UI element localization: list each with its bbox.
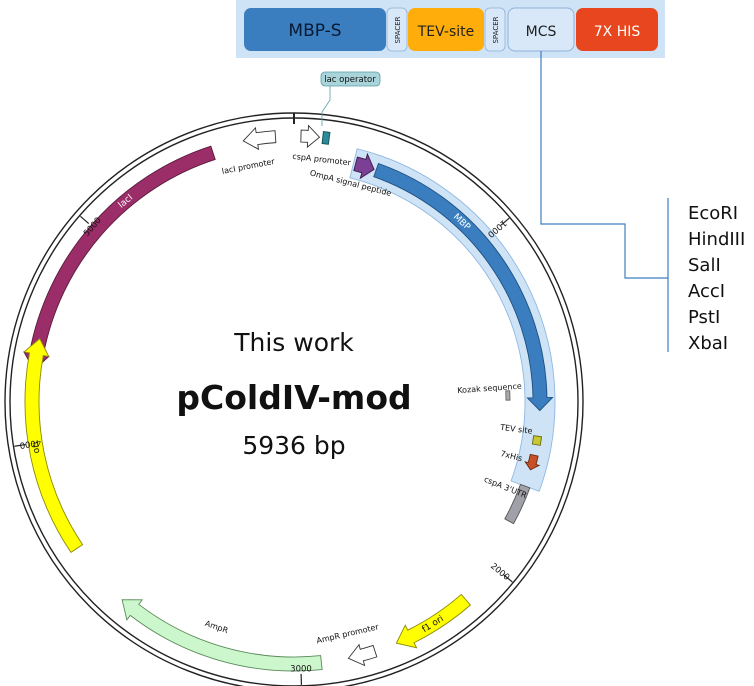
kozak-label: Kozak sequence <box>457 382 522 395</box>
mcs-callout-line <box>540 51 668 279</box>
plasmid-size: 5936 bp <box>242 431 345 460</box>
ampr-arrow <box>121 599 323 672</box>
tick-2000-mark <box>503 574 513 583</box>
tev-site-marker <box>531 435 543 446</box>
7xhis-arrow <box>524 453 541 471</box>
cspa-utr-band <box>504 483 531 525</box>
segment-7x-his-label: 7X HIS <box>594 24 641 40</box>
lac-operator-leader <box>321 86 331 126</box>
site-psti: PstI <box>688 307 720 328</box>
mbp-arrow <box>373 162 554 412</box>
segment-mbp-s-label: MBP-S <box>288 21 341 41</box>
laci-arrow <box>23 145 216 371</box>
ampr-promoter-label: AmpR promoter <box>316 622 381 645</box>
cspa-promoter-arrow <box>300 124 321 149</box>
construct-diagram: MBP-S SPACER TEV-site SPACER MCS 7X HIS <box>236 0 665 58</box>
lac-operator-tag-box <box>320 71 381 87</box>
segment-spacer-2 <box>484 7 506 52</box>
plasmid-name: pColdIV-mod <box>176 378 411 417</box>
segment-mcs-label: MCS <box>526 24 557 40</box>
ampr-promoter-arrow <box>347 643 378 667</box>
plasmid-label: This work <box>233 328 354 357</box>
tick-4000-mark <box>14 443 26 447</box>
site-xbai: XbaI <box>688 333 728 354</box>
lac-operator-label: lac operator <box>324 75 376 85</box>
lac-operator-box <box>321 131 331 145</box>
ori-arrow <box>22 337 84 554</box>
lac-operator-tag: lac operator <box>320 71 381 126</box>
tick-2000: 2000 <box>488 561 511 582</box>
cspa-promoter-label: cspA promoter <box>292 152 352 168</box>
tick-5000-mark <box>80 215 90 225</box>
segment-spacer-2-label: SPACER <box>492 16 500 43</box>
ampr-label: AmpR <box>204 619 230 635</box>
site-acci: AccI <box>688 281 725 302</box>
ori-label: ori <box>31 441 43 454</box>
tev-site-label: TEV site <box>499 423 533 436</box>
segment-spacer-1 <box>386 7 408 52</box>
tick-3000: 3000 <box>290 664 312 674</box>
site-sali: SalI <box>688 255 721 276</box>
segment-tev-site-label: TEV-site <box>417 24 475 40</box>
segment-spacer-1-label: SPACER <box>394 16 402 43</box>
tick-1000-mark <box>500 217 510 226</box>
tick-4000: 4000 <box>19 437 42 450</box>
laci-promoter-label: lacI promoter <box>221 157 276 176</box>
f1-ori-arrow <box>395 593 472 649</box>
site-ecori: EcoRI <box>688 203 738 224</box>
segment-7x-his <box>576 8 658 51</box>
segment-tev-site <box>408 8 484 51</box>
mcs-site-list: EcoRI HindIII SalI AccI PstI XbaI <box>688 203 745 354</box>
kozak-marker <box>505 390 511 401</box>
ompa-arrow <box>353 152 375 180</box>
segment-mbp-s <box>244 8 386 51</box>
laci-promoter-arrow <box>242 126 277 151</box>
site-hindiii: HindIII <box>688 229 745 250</box>
